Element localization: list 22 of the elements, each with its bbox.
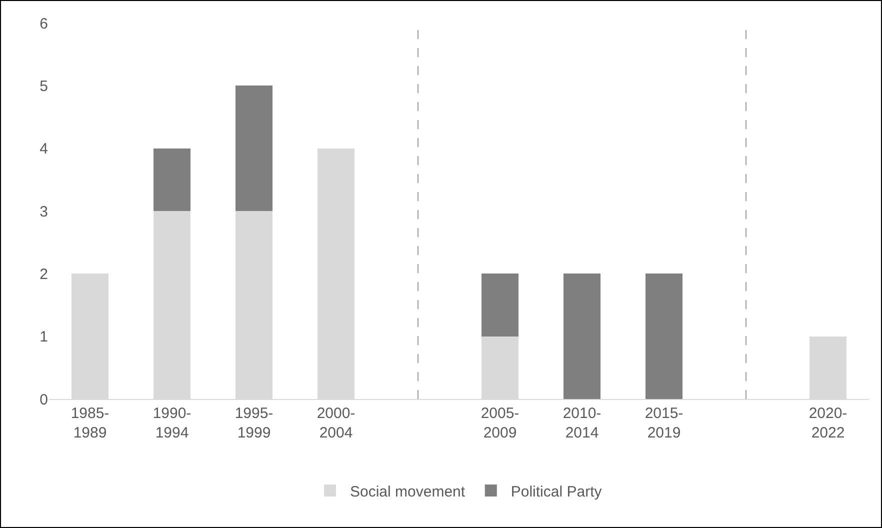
y-tick-label: 4 bbox=[40, 140, 48, 158]
x-tick-label: 1990-1994 bbox=[152, 405, 192, 442]
x-tick-label: 2005-2009 bbox=[480, 405, 520, 442]
x-tick-label: 2010-2014 bbox=[562, 405, 602, 442]
x-tick-label: 2020-2022 bbox=[808, 405, 848, 442]
bar bbox=[646, 274, 682, 399]
y-tick-label: 0 bbox=[40, 391, 48, 408]
bar bbox=[154, 148, 190, 211]
y-tick-label: 6 bbox=[40, 15, 48, 32]
bar bbox=[236, 86, 272, 211]
y-tick-label: 5 bbox=[40, 78, 48, 95]
y-tick-label: 2 bbox=[40, 266, 48, 283]
bar bbox=[482, 274, 518, 336]
legend-label: Political Party bbox=[510, 483, 602, 500]
y-tick-label: 1 bbox=[40, 328, 48, 346]
x-tick-label: 2015-2019 bbox=[644, 405, 684, 442]
bar bbox=[564, 274, 600, 399]
legend-label: Social movement bbox=[350, 483, 466, 500]
y-tick-label: 3 bbox=[40, 203, 48, 220]
x-tick-label: 1995-1999 bbox=[234, 405, 274, 442]
x-tick-label: 2000-2004 bbox=[316, 405, 356, 442]
x-tick-label: 1985-1989 bbox=[70, 405, 110, 442]
